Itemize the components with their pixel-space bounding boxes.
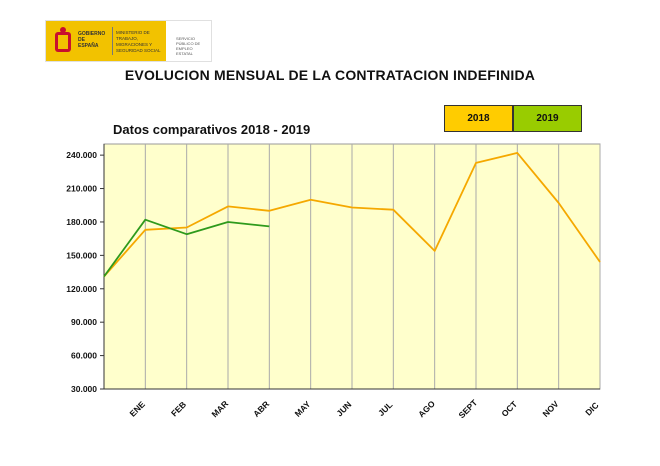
series-line-2019 — [103, 218, 270, 278]
header-logo-box: GOBIERNO DE ESPAÑA MINISTERIO DE TRABAJO… — [45, 20, 212, 62]
logo-separator — [112, 27, 113, 55]
legend-item-2019: 2019 — [513, 105, 582, 132]
x-tick-label: JUL — [376, 400, 394, 418]
x-tick-label: FEB — [169, 399, 188, 418]
government-logo-stripe: GOBIERNO DE ESPAÑA MINISTERIO DE TRABAJO… — [46, 21, 166, 61]
x-tick-label: MAR — [209, 398, 230, 419]
y-tick-label: 120.000 — [66, 284, 97, 294]
x-tick-label: NOV — [540, 399, 560, 419]
y-tick-label: 180.000 — [66, 217, 97, 227]
x-tick-label: AGO — [416, 398, 437, 419]
y-tick-label: 210.000 — [66, 184, 97, 194]
x-tick-label: DIC — [583, 400, 600, 417]
chart-legend: 2018 2019 — [444, 105, 582, 132]
x-tick-label: ABR — [251, 399, 271, 419]
gobierno-label: GOBIERNO DE ESPAÑA — [78, 31, 106, 49]
legend-item-2018: 2018 — [444, 105, 513, 132]
y-tick-label: 90.000 — [71, 317, 97, 327]
coat-of-arms-icon — [55, 27, 71, 52]
x-tick-label: SEPT — [456, 397, 479, 420]
chart-subtitle: Datos comparativos 2018 - 2019 — [113, 122, 311, 137]
y-tick-label: 240.000 — [66, 150, 97, 160]
x-tick-label: OCT — [499, 398, 519, 418]
page-title: EVOLUCION MENSUAL DE LA CONTRATACION IND… — [124, 67, 536, 83]
y-tick-label: 150.000 — [66, 250, 97, 260]
y-tick-label: 60.000 — [71, 351, 97, 361]
x-tick-label: JUN — [334, 399, 353, 418]
servicio-label: SERVICIO PÚBLICO DE EMPLEO ESTATAL — [176, 36, 201, 56]
y-tick-label: 30.000 — [71, 384, 97, 394]
series-line-2018 — [103, 151, 601, 278]
x-tick-label: ENE — [127, 399, 147, 419]
x-tick-label: MAY — [293, 399, 313, 419]
ministerio-label: MINISTERIO DE TRABAJO, MIGRACIONES Y SEG… — [116, 30, 161, 53]
